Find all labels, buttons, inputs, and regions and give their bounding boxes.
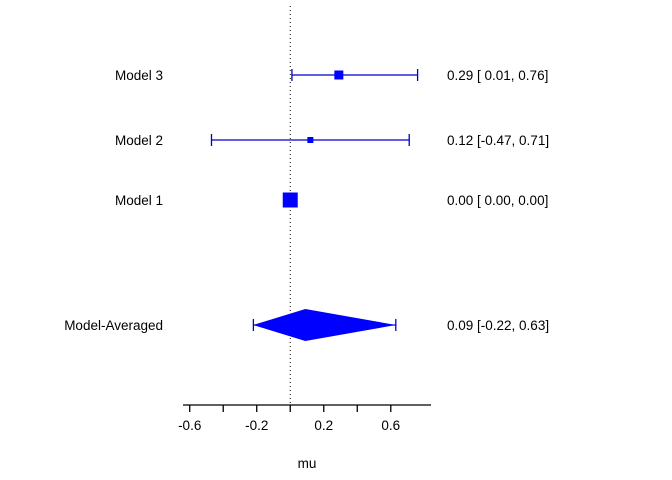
annotation: 0.12 [-0.47, 0.71]: [447, 133, 549, 148]
row-label: Model 1: [115, 193, 163, 208]
annotation: 0.09 [-0.22, 0.63]: [447, 318, 549, 333]
estimate-square: [334, 70, 344, 80]
annotation: 0.29 [ 0.01, 0.76]: [447, 68, 548, 83]
x-axis-title: mu: [298, 456, 317, 471]
row-label: Model 3: [115, 68, 163, 83]
estimate-square: [282, 192, 298, 208]
summary-diamond: [253, 309, 396, 341]
row-label: Model 2: [115, 133, 163, 148]
x-tick-label: -0.2: [245, 418, 268, 433]
annotation: 0.00 [ 0.00, 0.00]: [447, 193, 548, 208]
row-label: Model-Averaged: [64, 318, 163, 333]
x-tick-label: 0.6: [381, 418, 400, 433]
estimate-square: [307, 137, 314, 143]
x-tick-label: 0.2: [314, 418, 333, 433]
x-tick-label: -0.6: [178, 418, 201, 433]
